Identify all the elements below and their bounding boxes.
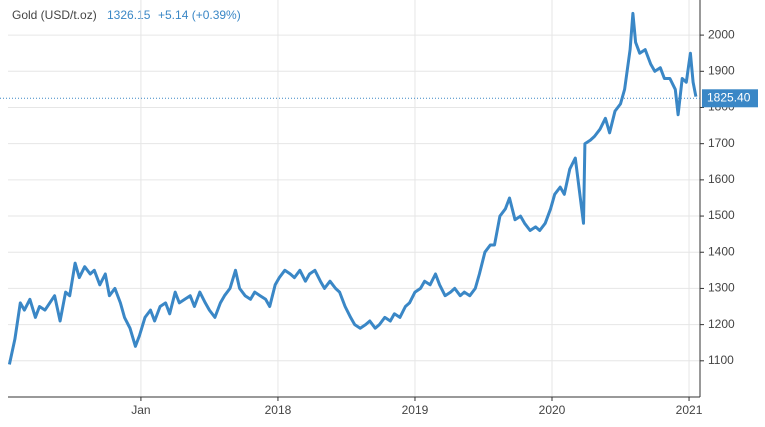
y-tick-label: 1300	[708, 281, 735, 295]
x-tick-label: 2019	[402, 403, 429, 417]
y-tick-label: 1200	[708, 317, 735, 331]
x-tick-label: 2021	[676, 403, 703, 417]
y-tick-label: 1600	[708, 172, 735, 186]
last-price-tag	[702, 89, 758, 108]
x-tick-label: Jan	[131, 403, 150, 417]
y-tick-label: 1500	[708, 208, 735, 222]
price: 1326.15	[107, 8, 151, 22]
change: +5.14 (+0.39%)	[158, 8, 241, 22]
y-tick-label: 1900	[708, 63, 735, 77]
chart-title: Gold (USD/t.oz)	[12, 8, 97, 22]
y-tick-label: 1700	[708, 136, 735, 150]
x-tick-label: 2020	[539, 403, 566, 417]
last-price-label: 1825.40	[707, 90, 751, 104]
y-tick-label: 1400	[708, 244, 735, 258]
x-tick-label: 2018	[265, 403, 292, 417]
y-tick-label: 1100	[708, 353, 734, 367]
price-line	[7, 11, 698, 365]
y-tick-label: 2000	[708, 27, 735, 41]
